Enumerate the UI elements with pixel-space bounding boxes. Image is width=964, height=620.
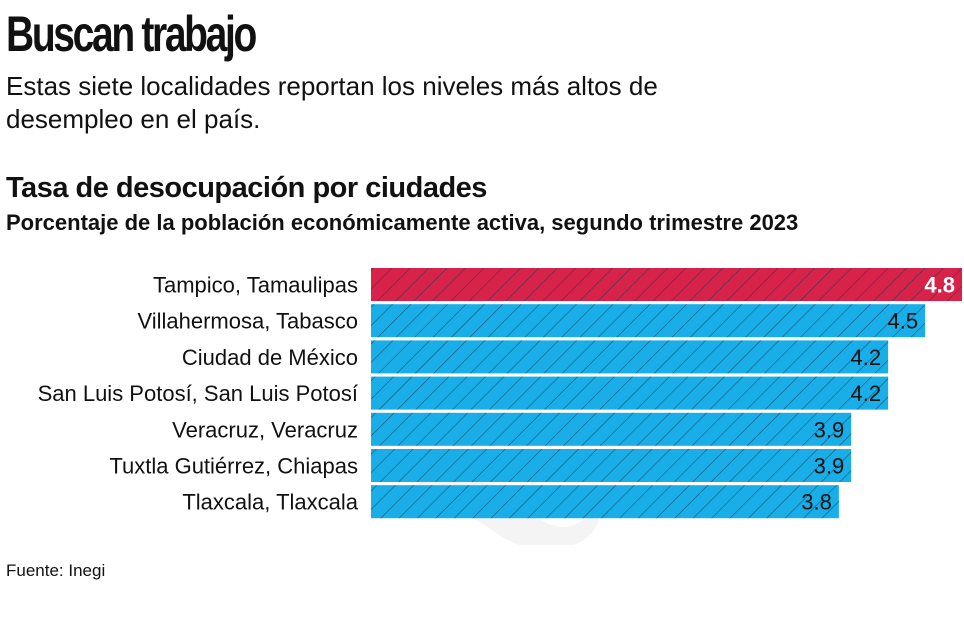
bar-hatch-6 bbox=[371, 449, 852, 482]
value-label: 4.2 bbox=[851, 345, 882, 370]
category-label: Tuxtla Gutiérrez, Chiapas bbox=[109, 454, 358, 479]
value-label: 3.8 bbox=[801, 490, 832, 515]
chart-title: Tasa de desocupación por ciudades bbox=[6, 172, 487, 204]
bar-hatch-3 bbox=[371, 340, 889, 374]
category-label: Ciudad de México bbox=[182, 345, 358, 370]
category-label: Veracruz, Veracruz bbox=[172, 417, 358, 442]
value-label: 3.9 bbox=[814, 454, 845, 479]
bar-hatch-2 bbox=[371, 304, 926, 338]
category-label: Villahermosa, Tabasco bbox=[137, 309, 358, 334]
value-label: 4.2 bbox=[851, 381, 882, 406]
bar-hatch-5 bbox=[371, 412, 852, 446]
headline: Buscan trabajo bbox=[6, 6, 257, 62]
bar-hatch-1 bbox=[371, 268, 962, 301]
category-label: Tampico, Tamaulipas bbox=[153, 273, 358, 298]
value-label: 4.5 bbox=[887, 309, 918, 334]
source-note: Fuente: Inegi bbox=[6, 561, 106, 580]
intro-text: Estas siete localidades reportan los niv… bbox=[6, 71, 658, 134]
category-label: San Luis Potosí, San Luis Potosí bbox=[38, 381, 358, 406]
bar-hatch-7 bbox=[371, 485, 839, 519]
value-label: 4.8 bbox=[924, 273, 955, 298]
chart-subtitle: Porcentaje de la población económicament… bbox=[6, 210, 799, 235]
chart-area: Tampico, Tamaulipas 4.8 Villahermosa, Taba… bbox=[0, 255, 964, 550]
bar-chart: Tampico, Tamaulipas 4.8 Villahermosa, Taba… bbox=[38, 268, 962, 550]
value-label: 3.9 bbox=[814, 417, 845, 442]
bar-hatch-4 bbox=[371, 376, 889, 410]
category-label: Tlaxcala, Tlaxcala bbox=[182, 490, 358, 515]
